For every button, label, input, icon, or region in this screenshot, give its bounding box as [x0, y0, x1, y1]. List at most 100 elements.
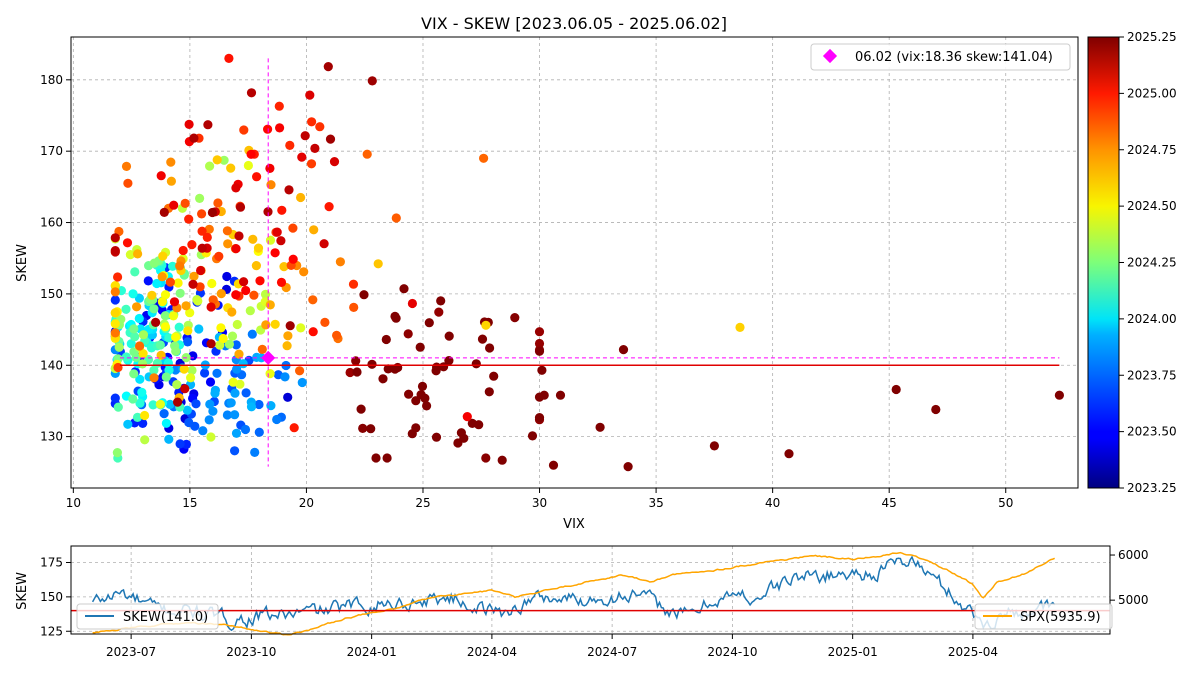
- colorbar-tick-label: 2024.00: [1127, 312, 1177, 326]
- scatter-point: [270, 248, 280, 258]
- scatter-point: [296, 323, 306, 333]
- scatter-point: [148, 400, 158, 410]
- scatter-point: [208, 406, 218, 416]
- colorbar-tick-label: 2024.75: [1127, 143, 1177, 157]
- scatter-point: [152, 278, 162, 289]
- scatter-point: [121, 161, 132, 171]
- scatter-point: [203, 120, 213, 130]
- scatter-point: [125, 250, 135, 260]
- scatter-point: [246, 402, 257, 412]
- scatter-point: [308, 295, 318, 305]
- scatter-point: [416, 390, 426, 400]
- scatter-points: [110, 53, 1064, 472]
- scatter-point: [204, 415, 214, 425]
- scatter-point: [175, 261, 185, 271]
- scatter-point: [160, 290, 171, 300]
- x-tick-label: 20: [299, 496, 314, 510]
- scatter-point: [130, 267, 140, 277]
- scatter-point: [110, 328, 120, 338]
- scatter-point: [197, 209, 207, 219]
- scatter-point: [366, 424, 376, 434]
- scatter-point: [276, 277, 287, 287]
- scatter-point: [184, 214, 194, 224]
- scatter-point: [285, 321, 295, 331]
- y-tick-label: 180: [40, 73, 63, 87]
- scatter-point: [205, 161, 215, 171]
- scatter-point: [202, 232, 212, 242]
- scatter-point: [227, 331, 238, 341]
- scatter-point: [453, 438, 463, 448]
- scatter-point: [197, 243, 207, 253]
- scatter-point: [931, 404, 941, 415]
- scatter-point: [219, 155, 229, 165]
- scatter-point: [417, 381, 428, 391]
- colorbar-tick-label: 2023.50: [1127, 425, 1177, 439]
- scatter-point: [246, 88, 257, 98]
- scatter-point: [323, 62, 333, 72]
- scatter-point: [133, 249, 143, 259]
- scatter-point: [234, 349, 244, 359]
- scatter-point: [306, 159, 317, 169]
- scatter-point: [320, 317, 330, 327]
- scatter-point: [310, 143, 320, 153]
- scatter-point: [288, 254, 298, 264]
- scatter-point: [349, 302, 359, 312]
- scatter-point: [444, 331, 454, 341]
- scatter-point: [164, 434, 174, 444]
- timeseries-ticks: 2023-07 2023-10 2024-01 2024-04 2024-07 2024-…: [40, 548, 1148, 659]
- scatter-point: [243, 160, 253, 171]
- scatter-point: [140, 410, 150, 421]
- scatter-point: [537, 365, 547, 375]
- scatter-point: [212, 155, 222, 165]
- scatter-point: [255, 276, 265, 286]
- scatter-point: [378, 374, 388, 384]
- scatter-point: [411, 396, 421, 406]
- colorbar-ticks: 2023.25 2023.50 2023.75 2024.00 2024.25 2024.…: [1119, 30, 1177, 495]
- scatter-point: [113, 272, 123, 282]
- scatter-point: [439, 362, 449, 372]
- scatter-point: [113, 362, 123, 373]
- timeseries-y-axis-label: SKEW: [15, 572, 30, 610]
- colorbar: [1087, 36, 1120, 489]
- scatter-point: [110, 393, 120, 403]
- scatter-point: [231, 428, 242, 438]
- scatter-point: [155, 399, 165, 409]
- time-tick-label: 2024-01: [347, 645, 397, 659]
- scatter-point: [467, 418, 477, 428]
- scatter-point: [332, 330, 342, 340]
- scatter-point: [390, 364, 400, 374]
- scatter-point: [222, 271, 232, 282]
- scatter-point: [196, 265, 206, 276]
- colorbar-tick-label: 2023.75: [1127, 368, 1177, 382]
- scatter-point: [623, 462, 633, 472]
- scatter-point: [121, 352, 131, 362]
- scatter-point: [358, 423, 368, 433]
- scatter-point: [173, 278, 183, 288]
- scatter-point: [178, 245, 188, 256]
- scatter-point: [272, 227, 282, 237]
- scatter-point: [618, 345, 629, 355]
- scatter-point: [247, 329, 257, 339]
- scatter-point: [156, 350, 166, 360]
- scatter-point: [272, 414, 282, 425]
- scatter-point: [110, 246, 120, 256]
- scatter-point: [254, 399, 264, 410]
- scatter-point: [171, 346, 181, 356]
- scatter-point: [252, 172, 262, 182]
- scatter-point: [265, 163, 275, 173]
- scatter-point: [198, 426, 208, 436]
- scatter-point: [367, 76, 377, 86]
- scatter-point: [230, 410, 240, 420]
- scatter-point: [232, 364, 242, 374]
- time-tick-label: 2024-10: [707, 645, 757, 659]
- scatter-point: [149, 258, 159, 268]
- scatter-point: [205, 377, 216, 387]
- scatter-point: [194, 324, 204, 334]
- scatter-point: [241, 285, 251, 296]
- legend-marker-diamond-icon: [822, 48, 838, 64]
- scatter-point: [135, 374, 145, 384]
- scatter-point: [265, 235, 276, 245]
- skew-tick-label: 150: [40, 590, 63, 604]
- scatter-point: [284, 185, 294, 195]
